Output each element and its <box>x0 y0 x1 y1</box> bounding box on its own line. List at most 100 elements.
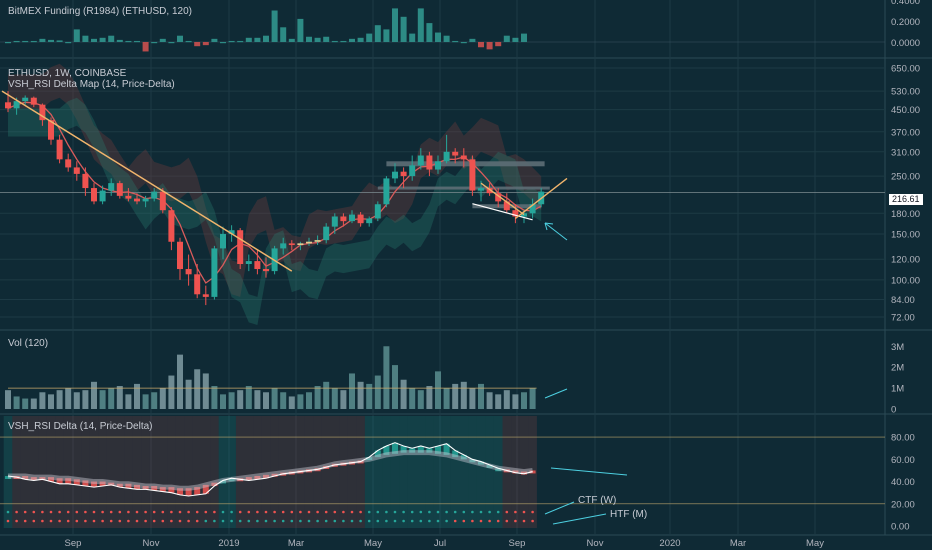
price-tick-label: 310.00 <box>891 147 920 158</box>
rsi-delta-bar <box>22 476 29 480</box>
funding-bar <box>521 33 527 42</box>
funding-bar <box>426 23 433 42</box>
ctf-dot <box>213 510 216 514</box>
candle-body <box>168 210 175 242</box>
htf-dot <box>58 519 61 523</box>
ctf-dot <box>23 510 27 514</box>
ctf-dot <box>393 510 397 514</box>
ctf-dot <box>58 510 61 514</box>
rsi-delta-bar <box>56 478 63 484</box>
funding-bar <box>409 33 416 42</box>
candle-body <box>254 261 261 270</box>
funding-bar <box>56 40 63 42</box>
rsi-delta-bar <box>82 480 89 486</box>
htf-dot <box>462 519 466 523</box>
rsi-delta-bar <box>39 477 46 481</box>
rsi-regime-bg <box>46 416 56 528</box>
candle-body <box>340 216 347 222</box>
rsi-regime-bg <box>459 416 469 528</box>
candle-body <box>426 155 433 170</box>
candle-body <box>400 171 407 177</box>
funding-bar <box>237 40 244 43</box>
htf-dot <box>101 519 104 523</box>
candle-body <box>486 188 493 194</box>
rsi-delta-bar <box>254 476 261 480</box>
funding-tick-label: 0.0000 <box>891 38 920 49</box>
htf-dot <box>49 519 53 523</box>
rsi-regime-bg <box>313 416 322 528</box>
candle-body <box>91 188 97 202</box>
rsi-delta-bar <box>151 486 158 491</box>
candle-body <box>323 226 330 241</box>
volume-tick-label: 2M <box>891 363 904 374</box>
htf-dot <box>84 519 87 523</box>
volume-bar <box>366 383 373 409</box>
volume-bar <box>125 394 132 409</box>
htf-dot <box>531 519 534 523</box>
ctf-dot <box>264 510 268 514</box>
rsi-delta-bar <box>366 457 373 461</box>
htf-dot <box>316 519 319 523</box>
htf-dot <box>213 519 216 523</box>
volume-bar <box>5 390 11 409</box>
ctf-dot <box>522 510 526 514</box>
rsi-regime-bg <box>261 416 271 528</box>
time-tick-label: Sep <box>65 538 82 549</box>
ctf-dot <box>221 510 225 514</box>
candle-body <box>108 183 115 191</box>
funding-bar <box>503 35 510 42</box>
volume-bar <box>151 392 158 409</box>
volume-bar <box>323 381 330 409</box>
annotation-arrow <box>552 513 607 525</box>
volume-bar <box>228 392 235 409</box>
resistance-zone <box>377 186 550 190</box>
funding-bar <box>194 42 201 47</box>
rsi-regime-bg <box>38 416 47 528</box>
candle-body <box>409 165 416 177</box>
htf-dot <box>453 519 457 523</box>
volume-bar <box>202 373 209 409</box>
htf-dot <box>152 519 156 523</box>
price-tick-label: 84.00 <box>891 295 915 306</box>
htf-dot <box>178 519 182 523</box>
rsi-delta-bar <box>5 476 11 479</box>
candle-highlight <box>314 240 321 242</box>
htf-dot <box>238 519 242 523</box>
candle-body <box>383 178 390 205</box>
rsi-regime-bg <box>29 416 39 528</box>
rsi-delta-bar <box>177 488 183 495</box>
volume-bar <box>99 390 106 409</box>
candle-body <box>366 218 373 224</box>
htf-dot <box>496 519 500 523</box>
volume-bar <box>400 379 407 409</box>
rsi-line <box>7 442 533 497</box>
candle-body <box>392 171 398 179</box>
htf-dot <box>402 519 405 523</box>
candle-body <box>73 167 80 174</box>
funding-tick-label: 0.2000 <box>891 17 920 28</box>
candle-body <box>349 214 355 222</box>
ctf-dot <box>350 510 354 514</box>
rsi-delta-bar <box>417 446 424 453</box>
volume-tick-label: 3M <box>891 342 904 353</box>
funding-bar <box>331 40 338 43</box>
htf-dot <box>204 519 208 523</box>
candle-body <box>452 151 459 156</box>
candle-body <box>202 294 209 297</box>
candle-body <box>142 198 149 202</box>
price-tick-label: 650.00 <box>891 64 920 75</box>
price-tick-label: 250.00 <box>891 172 920 183</box>
funding-bar <box>271 10 278 42</box>
rsi-regime-bg <box>20 416 30 528</box>
candle-body <box>185 269 192 275</box>
rsi-delta-bar <box>263 474 269 479</box>
volume-bar <box>263 392 269 409</box>
rsi-regime-bg <box>89 416 99 528</box>
funding-bar <box>297 18 304 42</box>
funding-bar <box>99 37 106 42</box>
rsi-regime-bg <box>382 416 391 528</box>
ctf-dot <box>496 510 500 514</box>
ctf-dot <box>385 510 388 514</box>
ctf-dot <box>462 510 466 514</box>
rsi-delta-bar <box>400 446 407 453</box>
